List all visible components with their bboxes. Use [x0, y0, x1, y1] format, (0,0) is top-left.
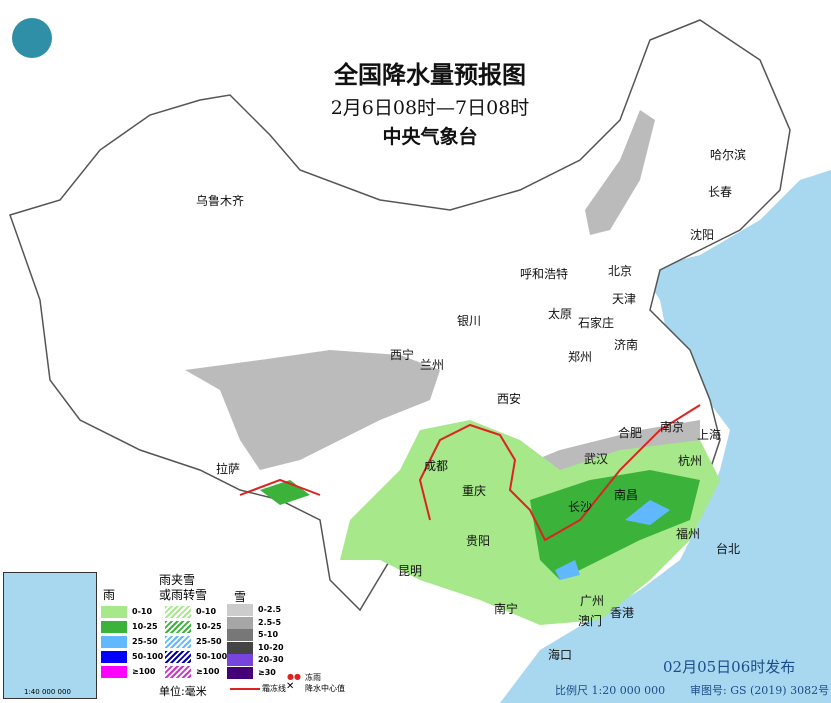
legend-unit: 单位:毫米: [159, 685, 207, 698]
legend-swatch-rain: [101, 606, 127, 618]
city-label-yinchuan: 银川: [457, 314, 482, 328]
legend-swatch-snow: [227, 604, 253, 616]
city-label-zhengzhou: 郑州: [568, 350, 593, 364]
legend-swatch-rain: [101, 666, 127, 678]
legend-label-rain: 10-25: [132, 622, 158, 631]
city-label-changsha: 长沙: [568, 500, 593, 514]
legend-center: 降水中心值: [305, 684, 345, 693]
map-scale: 比例尺 1:20 000 000: [555, 684, 666, 697]
legend-swatch-sleet: [165, 666, 191, 678]
cross-icon: ✕: [286, 681, 295, 692]
city-label-chengdu: 成都: [424, 459, 449, 473]
legend-label-rain: 25-50: [132, 637, 158, 646]
legend-swatch-sleet: [165, 606, 191, 618]
city-label-haikou: 海口: [548, 648, 573, 662]
city-label-lhasa: 拉萨: [216, 462, 241, 476]
south-china-sea-inset: 1:40 000 000: [3, 572, 97, 699]
city-label-shenyang: 沈阳: [690, 228, 715, 242]
legend-label-rain: ≥100: [132, 667, 156, 676]
legend-sleet-title: 雨夹雪: [159, 573, 196, 587]
city-label-taipei: 台北: [716, 542, 741, 556]
legend-swatch-snow: [227, 654, 253, 666]
legend-swatch-sleet: [165, 651, 191, 663]
city-label-tianjin: 天津: [612, 292, 637, 306]
issue-time: 02月05日06时发布: [663, 658, 796, 676]
legend-swatch-sleet: [165, 621, 191, 633]
legend-label-snow: 0-2.5: [258, 605, 282, 614]
legend-label-rain: 0-10: [132, 607, 153, 616]
city-label-hefei: 合肥: [618, 426, 643, 440]
legend-freezing-rain: 冻雨: [305, 673, 321, 682]
legend-label-sleet: 25-50: [196, 637, 222, 646]
city-label-beijing: 北京: [608, 264, 633, 278]
legend-label-sleet: 10-25: [196, 622, 222, 631]
legend-label-sleet: 0-10: [196, 607, 217, 616]
city-label-shijiazhuang: 石家庄: [578, 316, 615, 330]
legend-label-snow: ≥30: [258, 667, 276, 677]
city-label-chongqing: 重庆: [462, 484, 487, 498]
legend-swatch-rain: [101, 636, 127, 648]
legend-swatch-snow: [227, 641, 253, 654]
freeze-line: [239, 404, 701, 542]
legend-label-snow: 2.5-5: [258, 617, 282, 627]
legend-label-snow: 20-30: [258, 655, 284, 664]
city-label-hangzhou: 杭州: [678, 454, 703, 468]
city-label-changchun: 长春: [708, 185, 733, 199]
city-label-xian: 西安: [497, 392, 522, 406]
city-label-shanghai: 上海: [697, 428, 722, 442]
city-label-fuzhou: 福州: [676, 527, 701, 541]
city-label-hongkong: 香港: [610, 606, 635, 620]
city-label-harbin: 哈尔滨: [710, 148, 747, 162]
inset-scale: 1:40 000 000: [24, 688, 71, 696]
legend-swatch-snow: [227, 616, 253, 629]
map-agency: 中央气象台: [382, 126, 478, 148]
legend-label-sleet: 50-100: [196, 652, 228, 661]
legend-swatch-sleet: [165, 636, 191, 648]
legend-swatch-rain: [101, 651, 127, 663]
city-label-wuhan: 武汉: [584, 452, 609, 466]
city-label-nanning: 南宁: [494, 602, 519, 616]
map-title: 全国降水量预报图: [334, 60, 526, 89]
city-label-lanzhou: 兰州: [420, 358, 445, 372]
city-label-xining: 西宁: [390, 348, 415, 362]
legend-sleet-title-2: 或雨转雪: [159, 588, 208, 602]
legend-freeze-line: 霜冻线: [262, 684, 286, 693]
legend: 雨 雨夹雪 或雨转雪 雪 0-10 10-25 25-50 50-100 ≥100 0-1…: [97, 568, 325, 698]
city-label-jinan: 济南: [614, 338, 639, 352]
legend-label-snow: 10-20: [258, 642, 284, 652]
legend-label-rain: 50-100: [132, 652, 164, 661]
sea: [500, 170, 831, 703]
freezing-rain-icon: ●●: [287, 672, 301, 681]
legend-snow-title: 雪: [234, 590, 247, 604]
city-label-guiyang: 贵阳: [466, 534, 491, 548]
city-label-urumqi: 乌鲁木齐: [196, 194, 245, 208]
legend-swatch-rain: [101, 621, 127, 633]
city-label-guangzhou: 广州: [580, 594, 605, 608]
map-approval-number: 审图号: GS (2019) 3082号: [690, 684, 830, 697]
city-label-nanchang: 南昌: [614, 488, 639, 502]
city-label-nanjing: 南京: [660, 420, 685, 434]
city-label-macau: 澳门: [578, 614, 603, 628]
cma-logo: [12, 18, 52, 58]
city-label-taiyuan: 太原: [548, 307, 573, 321]
city-label-kunming: 昆明: [398, 564, 423, 578]
legend-swatch-snow: [227, 629, 253, 641]
legend-swatch-snow: [227, 666, 253, 679]
map-period: 2月6日08时—7日08时: [330, 97, 530, 119]
freeze-line-icon: [230, 688, 260, 690]
city-label-hohhot: 呼和浩特: [520, 267, 569, 281]
legend-label-snow: 5-10: [258, 630, 279, 639]
legend-label-sleet: ≥100: [196, 667, 220, 676]
legend-rain-title: 雨: [103, 588, 116, 602]
